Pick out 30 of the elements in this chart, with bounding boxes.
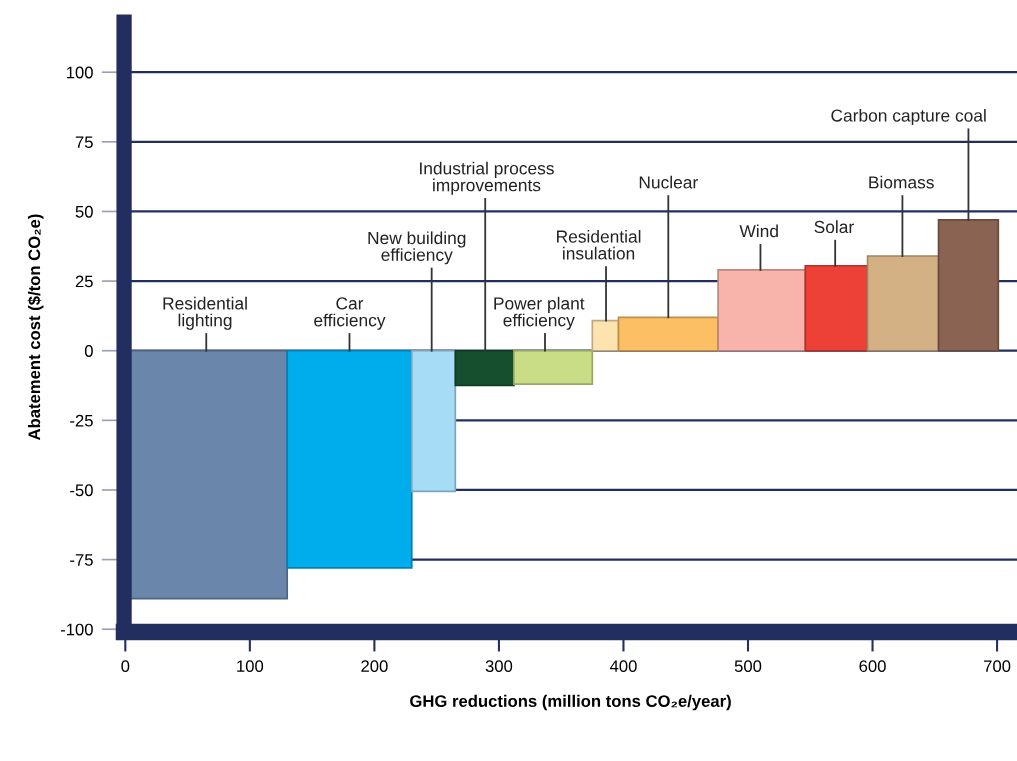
y-axis-title: Abatement cost ($/ton CO₂e) bbox=[27, 214, 44, 441]
y-tick-label: -100 bbox=[60, 623, 93, 636]
x-tick-label: 600 bbox=[859, 660, 886, 673]
annotation: Biomass bbox=[869, 175, 934, 189]
annotation: Power plant efficiency bbox=[494, 296, 585, 330]
y-tick-label: -50 bbox=[70, 484, 93, 497]
annotation: Wind bbox=[739, 224, 778, 238]
annotation: Carbon capture coal bbox=[831, 108, 986, 126]
y-tick-label: -75 bbox=[70, 554, 93, 566]
annotation: Industrial process improvements bbox=[420, 161, 554, 195]
annotation: Car efficiency bbox=[314, 297, 386, 330]
annotation: Residential lighting bbox=[163, 296, 247, 330]
x-tick-label: 700 bbox=[984, 660, 1011, 673]
annotation: Residential insulation bbox=[557, 229, 641, 260]
x-tick-label: 0 bbox=[121, 660, 130, 673]
x-tick-label: 200 bbox=[361, 660, 388, 673]
y-tick-label: 0 bbox=[84, 345, 93, 357]
x-tick-label: 100 bbox=[237, 660, 264, 673]
y-tick-label: 25 bbox=[75, 275, 93, 288]
annotation: Nuclear bbox=[639, 175, 698, 189]
annotation: Solar bbox=[814, 220, 854, 234]
y-tick-label: 100 bbox=[66, 66, 93, 79]
y-tick-label: 50 bbox=[75, 205, 93, 218]
y-tick-label: 75 bbox=[75, 136, 93, 149]
x-tick-label: 500 bbox=[734, 660, 762, 673]
x-tick-label: 300 bbox=[485, 660, 513, 673]
x-axis-title: GHG reductions (million tons CO₂e/year) bbox=[410, 694, 731, 711]
x-tick-label: 400 bbox=[609, 660, 637, 673]
annotation: New building efficiency bbox=[368, 231, 466, 265]
y-tick-label: -25 bbox=[70, 414, 93, 427]
